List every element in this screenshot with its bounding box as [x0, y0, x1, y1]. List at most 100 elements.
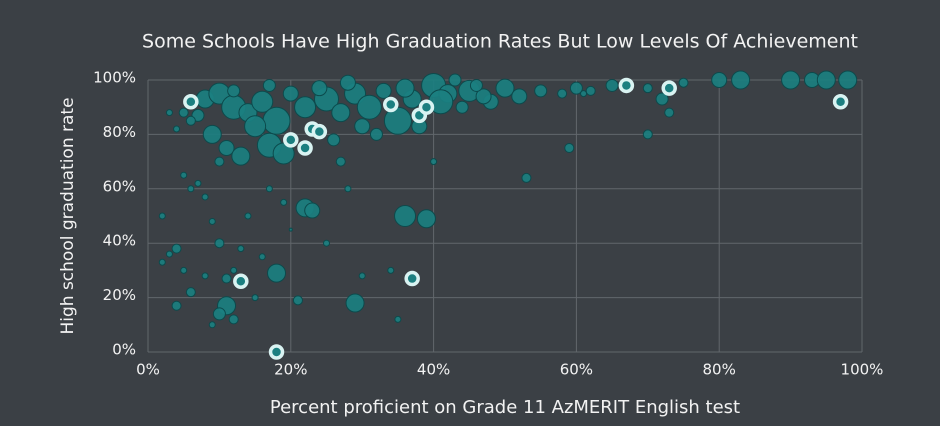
bubble: [165, 109, 173, 117]
highlighted-school: [832, 94, 849, 110]
bubble: [194, 179, 202, 187]
bubble: [664, 107, 675, 118]
bubble: [201, 272, 209, 280]
bubble: [469, 78, 483, 92]
highlighted-school: [297, 140, 313, 156]
bubble: [838, 70, 858, 90]
x-tick-label: 20%: [274, 361, 307, 379]
bubble: [178, 107, 189, 118]
highlighted-school: [618, 77, 635, 94]
y-tick-label: 80%: [103, 123, 136, 141]
highlighted-school: [183, 94, 199, 110]
highlighted-school: [404, 270, 420, 287]
bubble: [214, 156, 225, 167]
bubble: [171, 243, 182, 254]
bubble: [228, 314, 239, 325]
bubble: [781, 70, 801, 90]
y-tick-label: 60%: [103, 177, 136, 195]
bubble: [311, 80, 328, 97]
x-tick-label: 80%: [703, 361, 736, 379]
bubble: [180, 171, 188, 179]
bubble: [642, 83, 653, 94]
bubble: [345, 293, 365, 313]
bubble: [711, 72, 728, 88]
bubble: [642, 129, 653, 140]
bubble: [258, 253, 266, 261]
bubble: [267, 263, 287, 283]
bubble: [731, 70, 751, 90]
bubble: [495, 78, 515, 98]
bubble: [165, 250, 173, 258]
bubble: [416, 209, 436, 229]
bubble: [395, 78, 415, 98]
bubble: [158, 258, 166, 266]
bubble: [569, 81, 583, 95]
bubble: [331, 103, 351, 123]
bubble: [655, 92, 669, 106]
bubble: [294, 96, 317, 119]
bubble: [678, 77, 689, 88]
bubble: [455, 100, 469, 114]
highlighted-school: [383, 96, 399, 113]
x-tick-label: 0%: [136, 361, 160, 379]
bubble: [185, 115, 196, 126]
bubble: [208, 217, 216, 225]
highlighted-school: [268, 344, 285, 360]
bubble: [265, 185, 273, 193]
bubble: [227, 84, 241, 98]
chart-title: Some Schools Have High Graduation Rates …: [142, 31, 858, 53]
bubble: [244, 115, 267, 138]
bubble: [221, 273, 232, 284]
bubble: [230, 266, 238, 274]
bubble: [262, 78, 276, 92]
bubble: [244, 212, 252, 220]
highlighted-school: [661, 80, 677, 96]
bubble: [339, 74, 356, 91]
y-tick-label: 100%: [93, 69, 136, 87]
bubble: [356, 94, 382, 120]
highlighted-school: [418, 99, 435, 115]
y-tick-label: 40%: [103, 232, 136, 250]
bubble: [292, 295, 303, 306]
bubble: [212, 307, 226, 321]
bubble: [369, 127, 383, 141]
bubble: [534, 84, 548, 98]
bubble: [358, 272, 366, 280]
bubble: [375, 82, 392, 99]
bubble: [280, 198, 288, 206]
bubble: [387, 266, 395, 274]
bubble: [218, 140, 235, 156]
bubble: [327, 133, 341, 147]
bubble: [202, 124, 222, 144]
bubble: [354, 118, 371, 135]
bubble: [521, 172, 532, 183]
bubble: [171, 300, 182, 311]
bubble: [585, 85, 596, 96]
bubble: [816, 70, 836, 90]
y-tick-label: 0%: [112, 341, 136, 359]
bubble: [282, 85, 299, 102]
bubble: [475, 88, 492, 105]
bubble: [231, 146, 251, 166]
bubble: [430, 158, 438, 166]
bubble: [262, 106, 291, 135]
y-axis-label: High school graduation rate: [58, 97, 78, 334]
x-tick-label: 100%: [841, 361, 884, 379]
bubble: [288, 227, 293, 232]
highlighted-school: [311, 123, 328, 140]
bubble: [394, 205, 417, 227]
bubble: [173, 125, 181, 133]
bubble: [180, 266, 188, 274]
y-tick-label: 20%: [103, 286, 136, 304]
bubble: [557, 88, 568, 99]
bubble: [335, 156, 346, 167]
bubble: [208, 321, 216, 329]
bubble: [580, 90, 588, 98]
x-axis-label: Percent proficient on Grade 11 AzMERIT E…: [270, 397, 740, 418]
bubble: [237, 245, 245, 253]
x-tick-label: 60%: [560, 361, 593, 379]
bubble: [272, 142, 295, 165]
bubble: [323, 239, 330, 247]
